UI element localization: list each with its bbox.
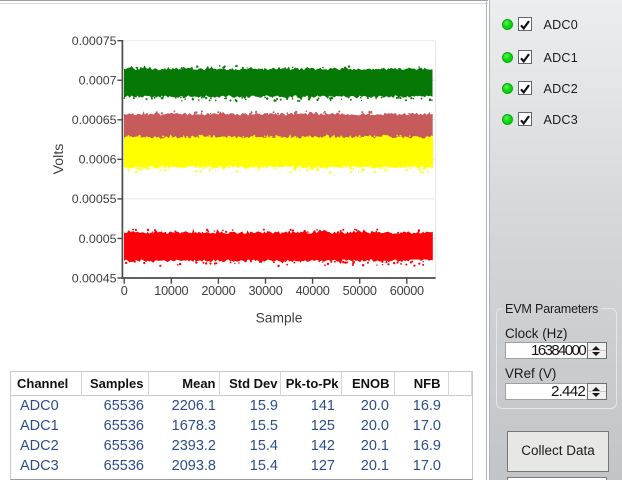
svg-text:20000: 20000 (201, 284, 235, 298)
svg-text:40000: 40000 (296, 284, 330, 298)
svg-text:30000: 30000 (248, 284, 282, 298)
svg-text:0.0007: 0.0007 (79, 74, 117, 88)
svg-text:0.00065: 0.00065 (72, 113, 117, 127)
svg-text:0.00055: 0.00055 (72, 192, 117, 206)
svg-text:0.00045: 0.00045 (72, 271, 117, 285)
svg-text:10000: 10000 (154, 284, 188, 298)
svg-text:Volts: Volts (51, 144, 67, 175)
svg-text:0: 0 (121, 284, 128, 298)
svg-text:0.0006: 0.0006 (79, 153, 117, 167)
svg-text:0.00075: 0.00075 (72, 34, 117, 48)
svg-text:Sample: Sample (256, 311, 303, 326)
svg-text:0.0005: 0.0005 (79, 232, 117, 246)
svg-text:50000: 50000 (343, 284, 377, 298)
svg-text:60000: 60000 (390, 284, 424, 298)
